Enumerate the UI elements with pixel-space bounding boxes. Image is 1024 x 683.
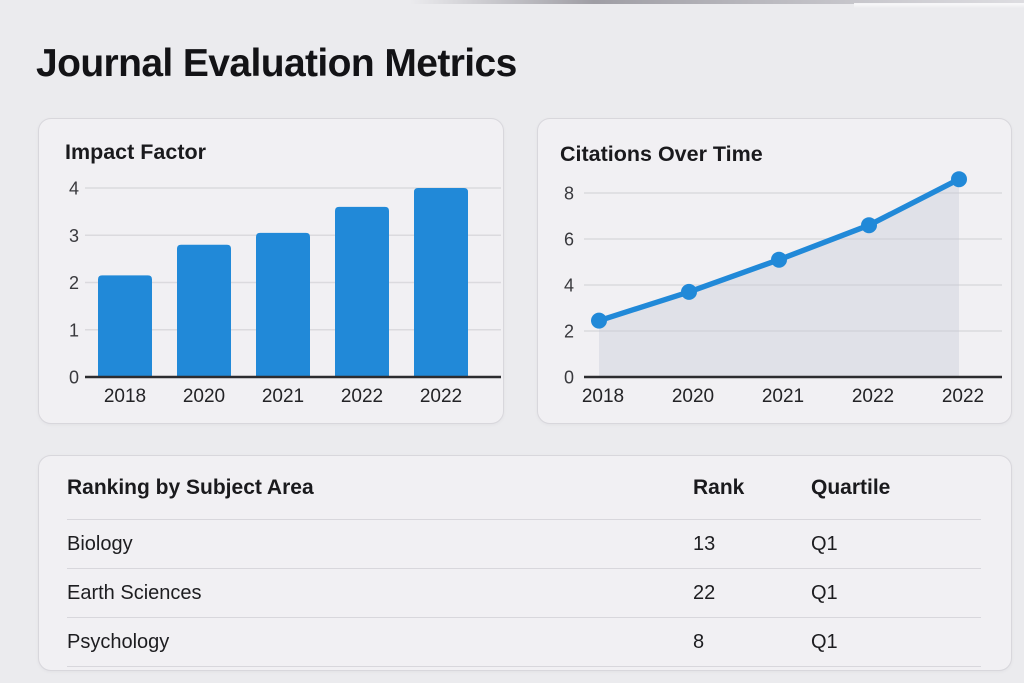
table-row: Biology 13 Q1 (67, 519, 981, 569)
y-tick-label: 1 (69, 320, 79, 340)
quartile-cell: Q1 (811, 568, 981, 618)
y-tick-label: 6 (564, 230, 574, 250)
bar (98, 275, 152, 377)
y-tick-label: 0 (69, 368, 79, 388)
ranking-table-card: Ranking by Subject Area Rank Quartile Bi… (38, 455, 1012, 671)
rank-cell: 8 (693, 617, 811, 667)
bar (177, 244, 231, 377)
photo-edge-highlight (854, 3, 1024, 8)
data-point (861, 217, 877, 234)
citations-over-time-card: 0 2 4 6 8 2018 2020 2021 2022 2022 Citations Over… (537, 118, 1012, 424)
citations-line-chart: 0 2 4 6 8 2018 2020 2021 2022 2022 (564, 171, 1002, 407)
page-title: Journal Evaluation Metrics (36, 42, 517, 85)
data-point (681, 283, 697, 300)
y-tick-label: 3 (69, 226, 79, 246)
x-tick-label: 2020 (183, 386, 225, 407)
y-tick-label: 2 (69, 273, 79, 293)
x-tick-label: 2021 (262, 386, 304, 407)
citations-chart-title: Citations Over Time (560, 142, 763, 166)
impact-factor-bar-chart: 0 1 2 3 4 2018 2020 2021 2022 2022 (69, 179, 501, 407)
bar (335, 206, 389, 377)
bar (256, 232, 310, 377)
bar (414, 188, 468, 377)
subject-cell: Biology (67, 519, 693, 569)
y-tick-label: 0 (564, 368, 574, 388)
data-point (591, 312, 607, 329)
x-tick-label: 2018 (582, 386, 624, 407)
x-tick-label: 2022 (341, 386, 383, 407)
col-header-quartile: Quartile (811, 456, 981, 520)
ranking-table: Ranking by Subject Area Rank Quartile Bi… (67, 456, 981, 667)
data-point (951, 171, 967, 188)
quartile-cell: Q1 (811, 617, 981, 667)
table-header-row: Ranking by Subject Area Rank Quartile (67, 456, 981, 520)
x-tick-label: 2022 (420, 386, 462, 407)
x-tick-label: 2022 (852, 386, 894, 407)
impact-factor-card: 0 1 2 3 4 2018 2020 2021 2022 2022 Impact Factor (38, 118, 504, 424)
x-tick-label: 2020 (672, 386, 714, 407)
col-header-subject: Ranking by Subject Area (67, 456, 693, 520)
col-header-rank: Rank (693, 456, 811, 520)
rank-cell: 13 (693, 519, 811, 569)
subject-cell: Earth Sciences (67, 568, 693, 618)
y-tick-label: 4 (69, 179, 79, 199)
y-tick-label: 4 (564, 276, 574, 296)
impact-factor-chart-title: Impact Factor (65, 140, 206, 164)
quartile-cell: Q1 (811, 519, 981, 569)
table-row: Earth Sciences 22 Q1 (67, 568, 981, 618)
x-tick-label: 2022 (942, 386, 984, 407)
x-tick-label: 2021 (762, 386, 804, 407)
photo-edge-artifact (0, 0, 1024, 4)
x-tick-label: 2018 (104, 386, 146, 407)
data-point (771, 251, 787, 268)
y-tick-label: 2 (564, 322, 574, 342)
table-row: Psychology 8 Q1 (67, 617, 981, 667)
y-tick-label: 8 (564, 184, 574, 204)
subject-cell: Psychology (67, 617, 693, 667)
rank-cell: 22 (693, 568, 811, 618)
